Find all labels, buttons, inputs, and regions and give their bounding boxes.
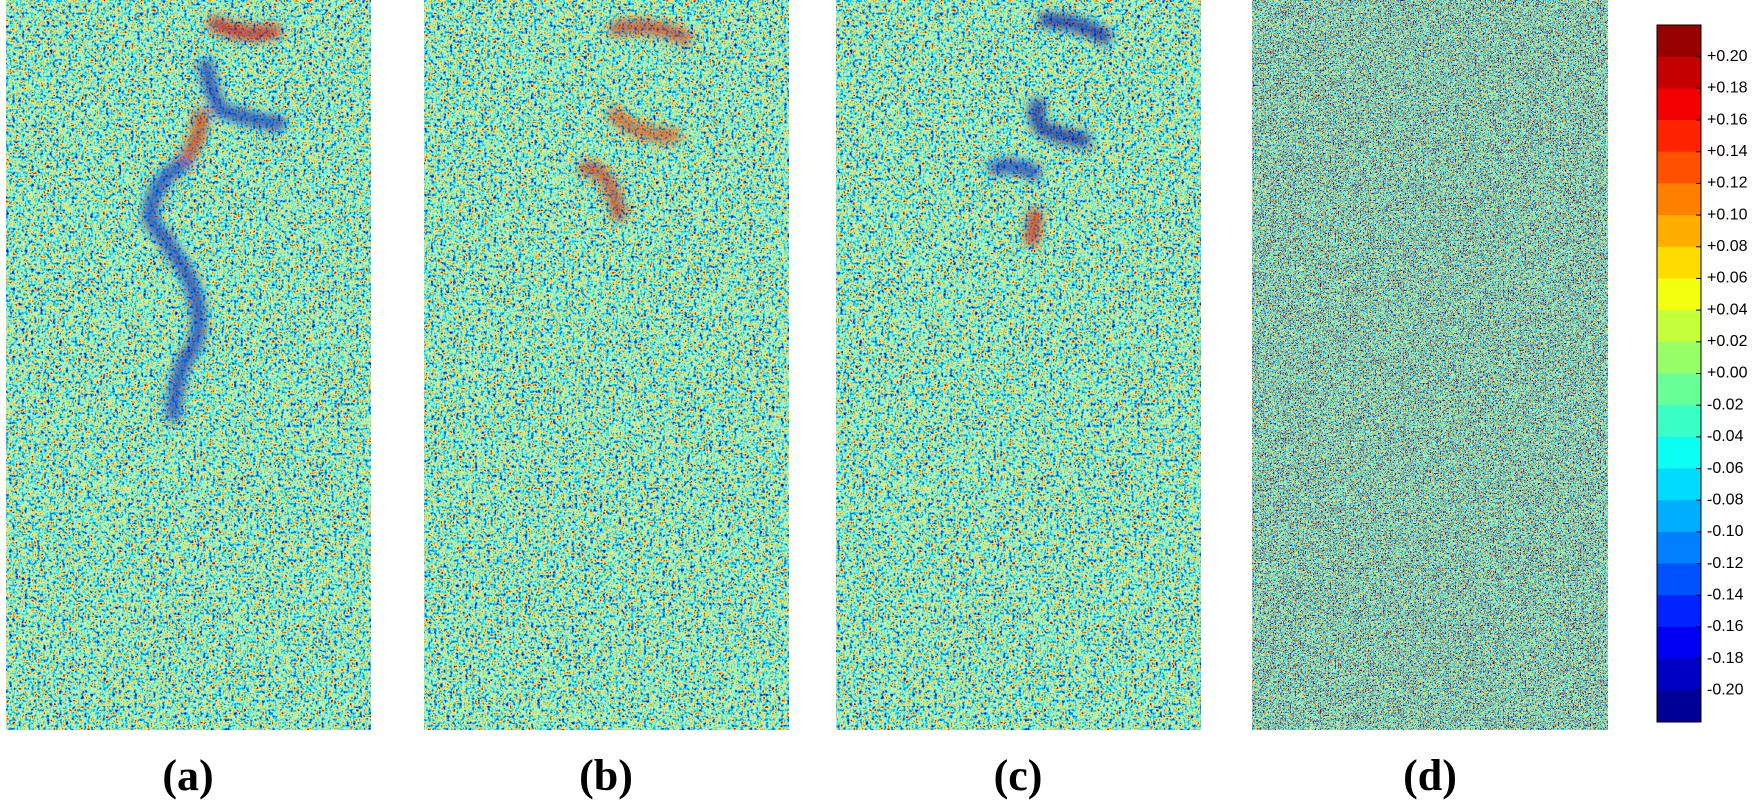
- colorbar-segment: [1657, 531, 1701, 565]
- colorbar-tick-label: +0.10: [1707, 206, 1748, 223]
- strain-map: [1252, 0, 1608, 730]
- colorbar-tick-label: +0.12: [1707, 175, 1748, 192]
- colorbar-tick-label: +0.20: [1707, 48, 1748, 65]
- colorbar-segment: [1657, 246, 1701, 279]
- colorbar-tick-label: +0.16: [1707, 111, 1748, 128]
- panel-d: [1252, 0, 1608, 730]
- colorbar-segment: [1657, 563, 1701, 596]
- colorbar-segment: [1657, 88, 1701, 121]
- colorbar-segment: [1657, 626, 1701, 660]
- colorbar-tick-label: +0.00: [1707, 365, 1748, 382]
- colorbar-segment: [1657, 341, 1701, 374]
- colorbar-segment: [1657, 120, 1701, 153]
- panel-label: (b): [579, 751, 633, 800]
- colorbar-segment: [1657, 468, 1701, 501]
- colorbar: +0.20 +0.18 +0.16 +0.14 +0.12 +0.10 +0.08 +0.06…: [1656, 24, 1748, 723]
- colorbar-tick-label: +0.14: [1707, 143, 1748, 160]
- crack-pattern: [577, 19, 694, 222]
- colorbar-tick-label: +0.08: [1707, 238, 1748, 255]
- colorbar-segment: [1657, 405, 1701, 438]
- colorbar-tick-label: -0.14: [1707, 586, 1744, 603]
- colorbar-tick-label: +0.04: [1707, 301, 1748, 318]
- colorbar-tick-label: -0.16: [1707, 618, 1744, 635]
- colorbar-tick-label: -0.06: [1707, 460, 1744, 477]
- colorbar-tick-label: -0.02: [1707, 396, 1744, 413]
- colorbar-segment: [1657, 278, 1701, 311]
- colorbar-segment: [1657, 151, 1701, 184]
- panel-c: [836, 0, 1201, 730]
- crack-pattern: [986, 13, 1114, 248]
- colorbar-tick-label: -0.12: [1707, 555, 1744, 572]
- colorbar-segment: [1657, 373, 1701, 406]
- colorbar-tick-label: +0.06: [1707, 270, 1748, 287]
- panel-label: (a): [162, 751, 213, 800]
- colorbar-segment: [1657, 56, 1701, 89]
- panel-label: (d): [1403, 751, 1457, 800]
- colorbar-tick-label: -0.04: [1707, 428, 1744, 445]
- colorbar-segment: [1657, 500, 1701, 533]
- colorbar-segment: [1657, 595, 1701, 628]
- colorbar-tick-label: -0.10: [1707, 523, 1744, 540]
- colorbar-tick-label: -0.08: [1707, 491, 1744, 508]
- colorbar-segment: [1657, 690, 1701, 723]
- colorbar-tick-label: +0.02: [1707, 333, 1748, 350]
- colorbar-segment: [1657, 215, 1701, 248]
- strain-map: [836, 0, 1201, 730]
- strain-map: [424, 0, 789, 730]
- colorbar-segment: [1657, 658, 1701, 691]
- colorbar-segment: [1657, 310, 1701, 343]
- colorbar-segment: [1657, 25, 1701, 58]
- colorbar-tick-label: -0.18: [1707, 650, 1744, 667]
- colorbar-tick-label: +0.18: [1707, 80, 1748, 97]
- panel-b: [424, 0, 789, 730]
- colorbar-tick-label: -0.20: [1707, 682, 1744, 699]
- crack-pattern: [142, 14, 286, 422]
- colorbar-segment: [1657, 436, 1701, 470]
- colorbar-segment: [1657, 183, 1701, 216]
- panel-a: [6, 0, 371, 730]
- panel-label: (c): [994, 751, 1043, 800]
